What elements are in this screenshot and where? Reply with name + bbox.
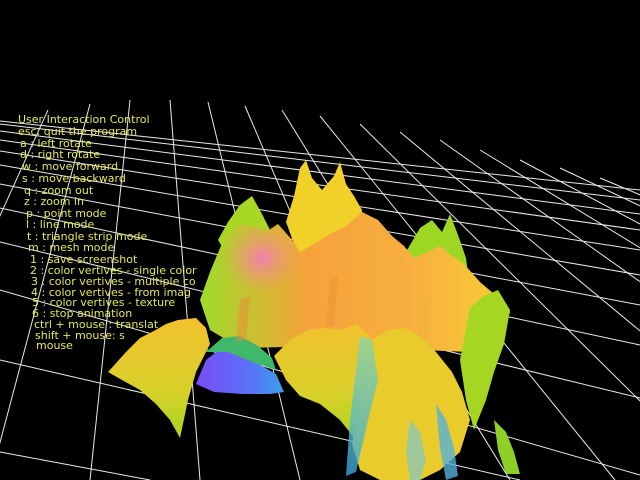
terrain-mesh <box>108 160 520 480</box>
